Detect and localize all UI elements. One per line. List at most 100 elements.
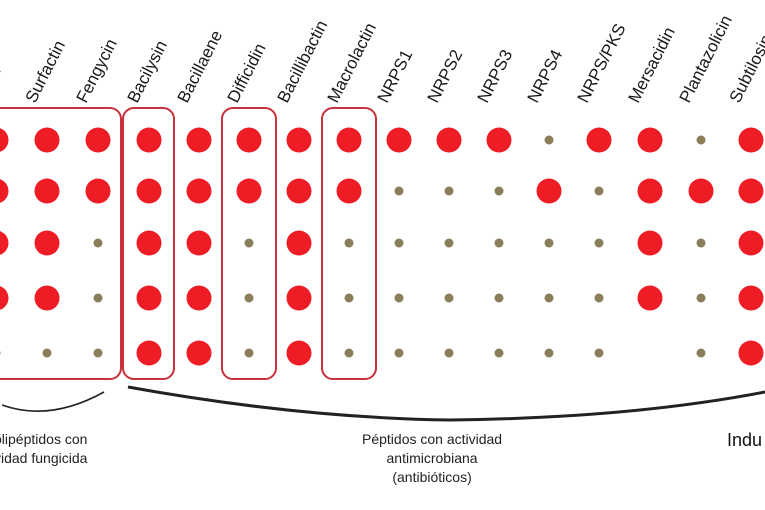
dot-absent-r2-c2 — [93, 238, 103, 248]
dot-absent-r3-c9 — [444, 293, 454, 303]
column-label-nrps4: NRPS4 — [524, 47, 567, 106]
dot-absent-r4-c11 — [544, 348, 554, 358]
column-label-macrolactin: Macrolactin — [324, 20, 380, 106]
group-braces — [1, 385, 765, 422]
dot-present-r2-c4 — [186, 230, 212, 256]
dot-absent-r3-c2 — [93, 293, 103, 303]
dot-present-r0-c2 — [85, 127, 111, 153]
caption-right: Indu — [727, 430, 763, 450]
dot-present-r1-c4 — [186, 178, 212, 204]
dot-present-r2-c13 — [637, 230, 663, 256]
column-label-mersacidin: Mersacidin — [625, 24, 679, 106]
column-label-difficidin: Difficidin — [224, 40, 270, 106]
dot-present-r1-c2 — [85, 178, 111, 204]
column-label-nrps1: NRPS1 — [374, 47, 417, 106]
column-label-surfactin: Surfactin — [22, 37, 69, 105]
dot-absent-r2-c11 — [544, 238, 554, 248]
dot-present-r0-c4 — [186, 127, 212, 153]
dot-absent-r3-c14 — [696, 293, 706, 303]
dot-present-r4-c6 — [286, 340, 312, 366]
caption-antimicrobial: Péptidos con actividad antimicrobiana (a… — [362, 430, 502, 487]
brace-lipopeptides — [1, 391, 105, 412]
brace-antimicrobial — [127, 385, 765, 422]
dot-absent-r4-c14 — [696, 348, 706, 358]
dot-present-r4-c4 — [186, 340, 212, 366]
dot-absent-r2-c12 — [594, 238, 604, 248]
dot-present-r2-c1 — [34, 230, 60, 256]
dot-present-r1-c13 — [637, 178, 663, 204]
box-bacilysin — [122, 107, 175, 380]
dot-absent-r4-c9 — [444, 348, 454, 358]
dot-absent-r2-c8 — [394, 238, 404, 248]
dot-present-r1-c1 — [34, 178, 60, 204]
dot-present-r3-c15 — [738, 285, 764, 311]
box-difficidin — [221, 107, 277, 380]
dot-present-r0-c7 — [336, 127, 362, 153]
dot-absent-r2-c10 — [494, 238, 504, 248]
dot-present-r0-c8 — [386, 127, 412, 153]
dot-absent-r3-c7 — [344, 293, 354, 303]
dot-present-r3-c1 — [34, 285, 60, 311]
group-boxes — [0, 107, 377, 380]
dot-present-r0-c10 — [486, 127, 512, 153]
dot-present-r2-c15 — [738, 230, 764, 256]
dot-absent-r2-c7 — [344, 238, 354, 248]
dot-absent-r2-c14 — [696, 238, 706, 248]
dot-present-r1-c5 — [236, 178, 262, 204]
dot-absent-r4-c10 — [494, 348, 504, 358]
column-label-subtilosin: Subtilosin — [726, 32, 765, 106]
dot-present-r0-c12 — [586, 127, 612, 153]
dot-present-r1-c15 — [738, 178, 764, 204]
column-label-nrps-pks: NRPS/PKS — [574, 21, 630, 106]
dot-present-r0-c6 — [286, 127, 312, 153]
dot-present-r3-c13 — [637, 285, 663, 311]
dot-present-r0-c0 — [0, 128, 9, 152]
dot-absent-r3-c8 — [394, 293, 404, 303]
caption-lipopeptides-line-2: vidad fungicida — [0, 450, 88, 466]
dot-absent-r1-c9 — [444, 186, 454, 196]
dot-present-r3-c3 — [136, 285, 162, 311]
column-label-nrps2: NRPS2 — [424, 47, 467, 106]
caption-lipopeptides-line-1: olipéptidos con — [0, 431, 88, 447]
dot-absent-r4-c7 — [344, 348, 354, 358]
dot-absent-r3-c11 — [544, 293, 554, 303]
dot-present-r1-c7 — [336, 178, 362, 204]
dot-present-r0-c1 — [34, 127, 60, 153]
column-label-iturin: Iturin — [0, 64, 5, 106]
column-label-plantazolicin: Plantazolicin — [676, 12, 736, 106]
dot-present-r3-c0 — [0, 286, 9, 310]
dot-present-r1-c3 — [136, 178, 162, 204]
dot-absent-r1-c10 — [494, 186, 504, 196]
dot-absent-r1-c12 — [594, 186, 604, 196]
dot-present-r0-c15 — [738, 127, 764, 153]
dot-absent-r2-c5 — [244, 238, 254, 248]
dot-present-r1-c0 — [0, 179, 9, 203]
dot-absent-r3-c5 — [244, 293, 254, 303]
dot-absent-r2-c9 — [444, 238, 454, 248]
dot-present-r3-c6 — [286, 285, 312, 311]
dot-absent-r4-c5 — [244, 348, 254, 358]
dot-absent-r3-c12 — [594, 293, 604, 303]
dot-present-r4-c3 — [136, 340, 162, 366]
box-lipopeptides — [0, 107, 122, 380]
dot-present-r0-c13 — [637, 127, 663, 153]
box-macrolactin — [321, 107, 377, 380]
caption-antimicrobial-line-1: Péptidos con actividad — [362, 431, 503, 447]
dot-present-r1-c11 — [536, 178, 562, 204]
column-label-bacillibactin: Bacillibactin — [274, 17, 332, 106]
dot-present-r2-c6 — [286, 230, 312, 256]
dot-absent-r4-c12 — [594, 348, 604, 358]
dot-present-r2-c0 — [0, 231, 9, 255]
presence-dots — [0, 127, 764, 366]
caption-antimicrobial-line-3: (antibióticos) — [392, 469, 472, 485]
dot-present-r1-c14 — [688, 178, 714, 204]
dot-present-r2-c3 — [136, 230, 162, 256]
dot-absent-r4-c2 — [93, 348, 103, 358]
column-labels: Iturin Surfactin Fengycin Bacilysin Bacillae… — [0, 12, 765, 106]
dot-present-r3-c4 — [186, 285, 212, 311]
caption-lipopeptides: olipéptidos con vidad fungicida — [0, 430, 87, 468]
dot-absent-r4-c8 — [394, 348, 404, 358]
dot-present-r0-c5 — [236, 127, 262, 153]
dot-present-r4-c15 — [738, 340, 764, 366]
